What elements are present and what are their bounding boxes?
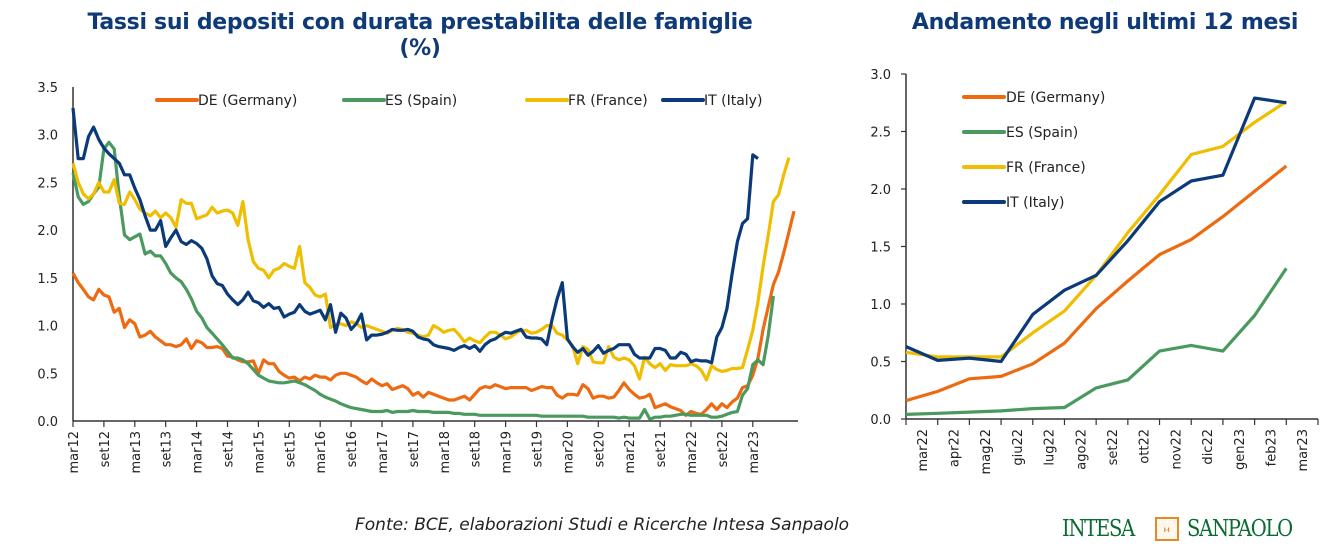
right-legend-label: FR (France) (1006, 160, 1086, 176)
left-x-tick-label: mar14 (191, 431, 206, 474)
right-y-tick-label: 2.5 (870, 126, 891, 141)
right-chart-title: Andamento negli ultimi 12 mesi (911, 10, 1299, 35)
right-series-line-es (905, 267, 1288, 416)
right-x-tick-label: mar23 (1296, 429, 1311, 472)
left-legend-label: FR (France) (568, 93, 648, 109)
left-x-tick-label: mar21 (623, 431, 638, 474)
left-x-tick-label: set17 (407, 431, 422, 467)
left-y-tick-label: 0.0 (37, 415, 58, 430)
right-legend-label: DE (Germany) (1006, 90, 1105, 106)
left-x-tick-label: mar15 (252, 431, 267, 474)
left-x-tick-label: mar22 (685, 431, 700, 474)
left-y-tick-label: 2.0 (37, 224, 58, 239)
right-x-tick-label: apr22 (948, 429, 963, 467)
right-y-tick-label: 3.0 (870, 68, 891, 83)
left-y-tick-label: 1.0 (37, 320, 58, 335)
left-x-tick-label: mar13 (129, 431, 144, 474)
right-x-tick-label: ago22 (1074, 429, 1089, 470)
right-x-tick-label: giu22 (1011, 429, 1026, 466)
right-y-tick-label: 2.0 (870, 183, 891, 198)
intesa-sanpaolo-logo: INTESA ⲙ SANPAOLO (1062, 514, 1310, 544)
left-x-tick-label: set12 (98, 431, 113, 467)
left-y-tick-label: 2.5 (37, 176, 58, 191)
right-chart: 0.0 0.5 1.0 1.5 2.0 2.5 3.0 mar22 apr22 mag22 giu2… (870, 68, 1319, 474)
left-x-tick-label: mar16 (314, 431, 329, 474)
right-x-tick-label: gen23 (1233, 429, 1248, 470)
left-x-tick-label: set22 (716, 431, 731, 467)
left-y-tick-label: 3.0 (37, 129, 58, 144)
left-series-line-es (71, 140, 775, 421)
left-series-line-fr (71, 157, 791, 382)
source-note: Fonte: BCE, elaborazioni Studi e Ricerch… (355, 515, 850, 535)
right-y-tick-label: 1.0 (870, 298, 891, 313)
left-x-tick-label: mar17 (376, 431, 391, 474)
right-x-tick-label: feb23 (1264, 429, 1279, 466)
left-x-tick-label: set16 (345, 431, 360, 467)
right-series-line-fr (905, 100, 1288, 359)
right-x-tick-label: set22 (1106, 429, 1121, 465)
logo-mark-icon: ⲙ (1154, 517, 1179, 541)
left-series-line-de (71, 210, 796, 417)
right-x-tick-label: mar22 (916, 429, 931, 472)
right-legend-label: IT (Italy) (1006, 195, 1064, 211)
left-y-tick-label: 1.5 (37, 272, 58, 287)
left-legend-label: ES (Spain) (385, 93, 457, 109)
right-legend-label: ES (Spain) (1006, 125, 1078, 141)
left-x-tick-label: set18 (469, 431, 484, 467)
left-chart-title: Tassi sui depositi con durata prestabili… (87, 10, 753, 61)
left-x-tick-label: mar18 (438, 431, 453, 474)
left-legend-label: DE (Germany) (198, 93, 297, 109)
left-chart: 0.0 0.5 1.0 1.5 2.0 2.5 3.0 3.5 mar12 set12 mar13 s… (37, 81, 798, 474)
right-y-tick-label: 0.0 (870, 413, 891, 428)
left-x-tick-label: set21 (654, 431, 669, 467)
left-x-tick-label: set19 (531, 431, 546, 467)
left-x-tick-label: set14 (222, 431, 237, 467)
right-y-tick-label: 1.5 (870, 241, 891, 256)
left-legend-label: IT (Italy) (704, 93, 762, 109)
left-y-tick-label: 0.5 (37, 367, 58, 382)
left-y-tick-label: 3.5 (37, 81, 58, 96)
right-y-tick-label: 0.5 (870, 356, 891, 371)
left-x-tick-label: mar19 (500, 431, 515, 474)
right-x-tick-label: nov22 (1169, 429, 1184, 469)
logo-text-left: INTESA (1062, 516, 1135, 542)
right-series-line-de (905, 164, 1288, 403)
left-x-tick-label: set13 (160, 431, 175, 467)
left-x-tick-label: set15 (283, 431, 298, 467)
right-series-line-it (905, 96, 1287, 364)
left-x-tick-label: mar20 (561, 431, 576, 474)
right-x-tick-label: lug22 (1043, 429, 1058, 466)
right-x-tick-label: dic22 (1201, 429, 1216, 465)
left-series-line-it (71, 107, 759, 365)
right-x-tick-label: ott22 (1138, 429, 1153, 464)
left-x-tick-label: mar23 (747, 431, 762, 474)
right-x-tick-label: mag22 (979, 429, 994, 474)
left-x-tick-label: mar12 (67, 431, 82, 474)
logo-text-right: SANPAOLO (1186, 516, 1293, 542)
left-x-tick-label: set20 (592, 431, 607, 467)
